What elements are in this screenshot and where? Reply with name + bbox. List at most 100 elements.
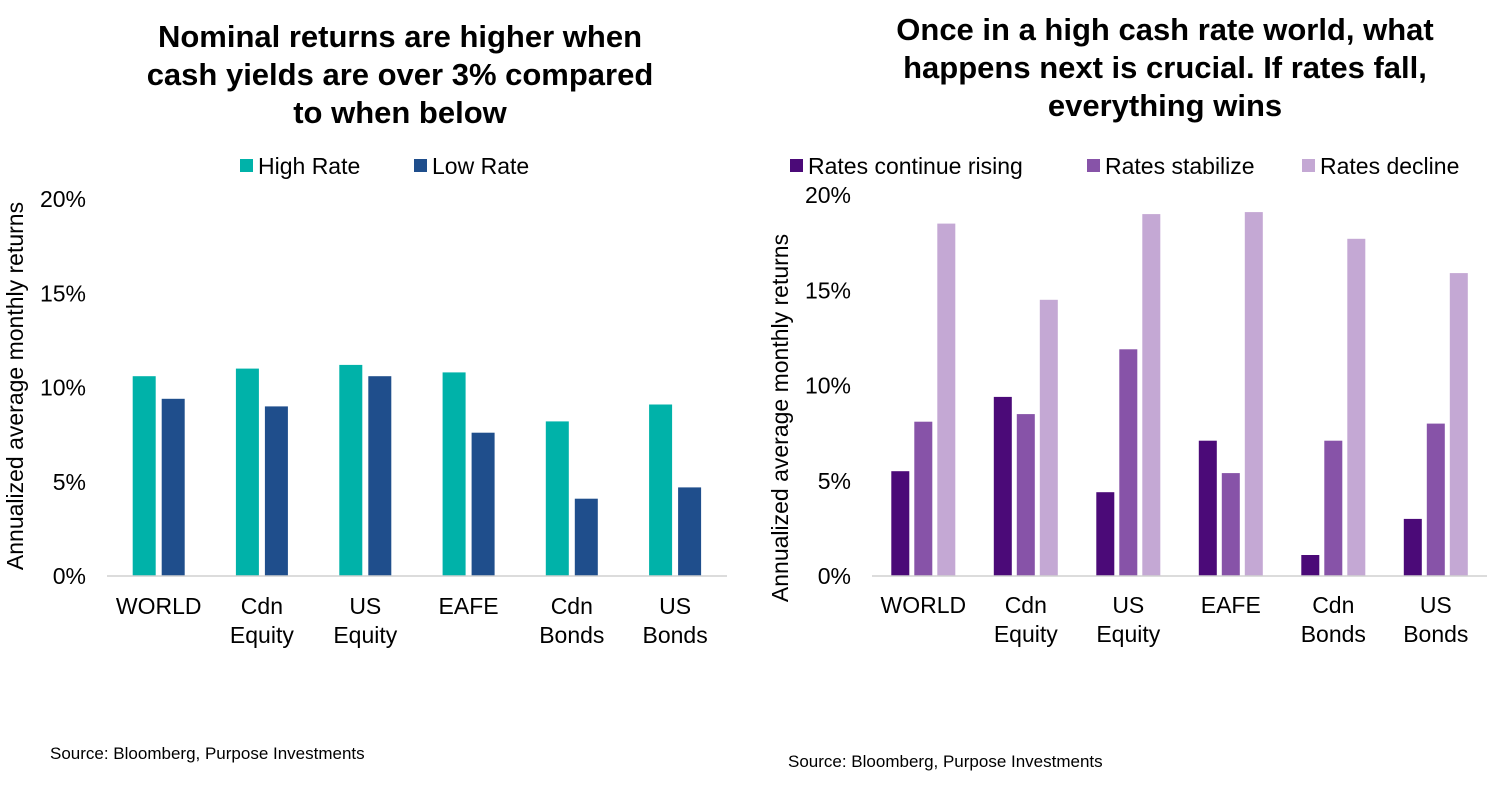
chart-right-category-label: Cdn Bonds: [1301, 592, 1366, 647]
category-label-line: Equity: [994, 621, 1058, 647]
category-label-line: Equity: [1096, 621, 1160, 647]
category-label-line: EAFE: [1201, 592, 1261, 618]
legend-label-high-rate: High Rate: [258, 153, 360, 179]
bar-low-rate-cdn-bonds: [574, 498, 598, 576]
chart-left-category-label: US Bonds: [642, 593, 707, 648]
chart-left-category-label: EAFE: [439, 593, 499, 619]
chart-right-y-tick-label: 10%: [805, 373, 851, 399]
chart-left-categories: WORLD Cdn Equity US Equity EAFE Cdn Bonds US Bond…: [116, 593, 708, 648]
bar-rates-stabilize-cdn-equity: [1016, 414, 1035, 576]
legend-swatch-high-rate: [240, 159, 253, 172]
bar-high-rate-world: [132, 376, 156, 576]
chart-right-y-axis-title: Annualized average monthly returns: [767, 234, 793, 602]
bar-rates-stabilize-us-equity: [1119, 349, 1138, 576]
legend-swatch-rates-decline: [1302, 159, 1315, 172]
legend-swatch-rates-stabilize: [1087, 159, 1100, 172]
legend-label-rates-continue-rising: Rates continue rising: [808, 153, 1023, 179]
chart-left-category-label: Cdn Bonds: [539, 593, 604, 648]
bar-high-rate-eafe: [442, 372, 466, 576]
chart-right-y-ticks: 0% 5% 10% 15% 20%: [805, 182, 851, 589]
bar-rates-stabilize-eafe: [1221, 473, 1240, 576]
chart-left-y-tick-label: 5%: [53, 469, 86, 495]
chart-right-category-label: Cdn Equity: [994, 592, 1058, 647]
chart-left-source: Source: Bloomberg, Purpose Investments: [50, 744, 365, 763]
category-label-line: Equity: [230, 622, 294, 648]
category-label-line: WORLD: [880, 592, 966, 618]
chart-left-title-line-1: Nominal returns are higher when: [158, 19, 642, 54]
bar-low-rate-us-bonds: [678, 487, 702, 576]
bar-rates-decline-us-bonds: [1449, 273, 1468, 576]
bar-high-rate-cdn-bonds: [545, 421, 569, 576]
bar-low-rate-cdn-equity: [264, 406, 288, 576]
category-label-line: Bonds: [642, 622, 707, 648]
bar-high-rate-us-bonds: [649, 404, 673, 576]
chart-right: Once in a high cash rate world, what hap…: [767, 12, 1487, 771]
bar-rates-decline-cdn-bonds: [1347, 238, 1366, 577]
bar-rates-decline-eafe: [1244, 212, 1263, 576]
category-label-line: Cdn: [1005, 592, 1047, 618]
chart-left-y-tick-label: 15%: [40, 280, 86, 306]
bar-high-rate-us-equity: [339, 364, 363, 576]
chart-left-y-tick-label: 0%: [53, 563, 86, 589]
chart-right-y-tick-label: 5%: [818, 468, 851, 494]
chart-left-y-axis-title: Annualized average monthly returns: [2, 202, 28, 570]
bar-rates-stabilize-cdn-bonds: [1324, 440, 1343, 576]
category-label-line: Bonds: [1301, 621, 1366, 647]
chart-right-title-line-3: everything wins: [1048, 88, 1282, 123]
category-label-line: Cdn: [1312, 592, 1354, 618]
chart-left-y-tick-label: 10%: [40, 375, 86, 401]
legend-swatch-low-rate: [414, 159, 427, 172]
chart-right-title-line-1: Once in a high cash rate world, what: [896, 12, 1433, 47]
chart-right-category-label: WORLD: [880, 592, 966, 618]
chart-left-category-label: US Equity: [333, 593, 397, 648]
bar-rates-decline-us-equity: [1142, 214, 1161, 576]
chart-right-source: Source: Bloomberg, Purpose Investments: [788, 752, 1103, 771]
chart-left-legend: High Rate Low Rate: [240, 153, 529, 179]
chart-left-title-line-2: cash yields are over 3% compared: [147, 57, 654, 92]
category-label-line: Cdn: [551, 593, 593, 619]
bar-low-rate-world: [161, 398, 185, 576]
chart-right-y-tick-label: 15%: [805, 277, 851, 303]
category-label-line: US: [659, 593, 691, 619]
chart-left: Nominal returns are higher when cash yie…: [2, 19, 727, 763]
category-label-line: Bonds: [1403, 621, 1468, 647]
legend-label-rates-decline: Rates decline: [1320, 153, 1459, 179]
category-label-line: Cdn: [241, 593, 283, 619]
bar-rates-decline-cdn-equity: [1039, 299, 1058, 576]
category-label-line: US: [1420, 592, 1452, 618]
bar-low-rate-eafe: [471, 432, 495, 576]
category-label-line: EAFE: [439, 593, 499, 619]
chart-left-y-ticks: 0% 5% 10% 15% 20%: [40, 186, 86, 589]
bar-rates-stabilize-world: [914, 421, 933, 576]
category-label-line: US: [1112, 592, 1144, 618]
bar-low-rate-us-equity: [368, 376, 392, 576]
chart-right-legend: Rates continue rising Rates stabilize Ra…: [790, 153, 1459, 179]
bar-rates-continue-rising-cdn-equity: [993, 396, 1012, 576]
chart-right-category-label: US Equity: [1096, 592, 1160, 647]
chart-right-category-label: US Bonds: [1403, 592, 1468, 647]
chart-right-title-line-2: happens next is crucial. If rates fall,: [903, 50, 1427, 85]
legend-swatch-rates-continue-rising: [790, 159, 803, 172]
chart-right-categories: WORLD Cdn Equity US Equity EAFE Cdn Bonds US Bond…: [880, 592, 1468, 647]
legend-label-low-rate: Low Rate: [432, 153, 529, 179]
chart-left-y-tick-label: 20%: [40, 186, 86, 212]
chart-left-category-label: WORLD: [116, 593, 202, 619]
chart-right-category-label: EAFE: [1201, 592, 1261, 618]
bar-rates-continue-rising-us-bonds: [1403, 518, 1422, 576]
category-label-line: WORLD: [116, 593, 202, 619]
bar-high-rate-cdn-equity: [235, 368, 259, 576]
bar-rates-continue-rising-world: [891, 471, 910, 576]
bar-rates-decline-world: [937, 223, 956, 576]
chart-left-category-label: Cdn Equity: [230, 593, 294, 648]
chart-left-bars: [132, 364, 702, 576]
bar-rates-continue-rising-us-equity: [1096, 492, 1115, 576]
chart-right-y-tick-label: 20%: [805, 182, 851, 208]
legend-label-rates-stabilize: Rates stabilize: [1105, 153, 1255, 179]
bar-rates-continue-rising-cdn-bonds: [1301, 555, 1320, 576]
chart-right-bars: [891, 212, 1468, 577]
category-label-line: Equity: [333, 622, 397, 648]
chart-left-title-line-3: to when below: [293, 95, 507, 130]
chart-right-y-tick-label: 0%: [818, 563, 851, 589]
bar-rates-stabilize-us-bonds: [1426, 423, 1445, 576]
